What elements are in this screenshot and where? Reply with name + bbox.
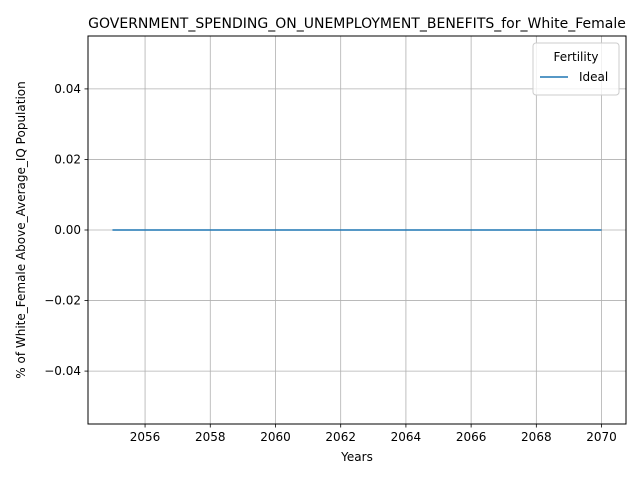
legend-entry-ideal: Ideal bbox=[579, 70, 608, 84]
legend: Fertility Ideal bbox=[532, 42, 620, 96]
x-tick-label: 2056 bbox=[130, 430, 161, 444]
y-axis-label: % of White_Female Above_Average_IQ Popul… bbox=[14, 81, 28, 378]
legend-box bbox=[532, 42, 620, 96]
x-tick-label: 2066 bbox=[456, 430, 487, 444]
x-tick-label: 2058 bbox=[195, 430, 226, 444]
x-axis: 2056 2058 2060 2062 2064 2066 2068 2070 bbox=[130, 424, 617, 444]
y-tick-label: 0.04 bbox=[54, 82, 81, 96]
legend-title: Fertility bbox=[553, 50, 598, 64]
y-tick-label: 0.00 bbox=[54, 223, 81, 237]
x-tick-label: 2064 bbox=[391, 430, 422, 444]
chart-title: GOVERNMENT_SPENDING_ON_UNEMPLOYMENT_BENE… bbox=[88, 16, 626, 32]
x-tick-label: 2062 bbox=[325, 430, 356, 444]
y-tick-label: −0.04 bbox=[44, 364, 81, 378]
y-tick-label: −0.02 bbox=[44, 294, 81, 308]
y-tick-label: 0.02 bbox=[54, 152, 81, 166]
x-tick-label: 2070 bbox=[586, 430, 617, 444]
x-tick-label: 2068 bbox=[521, 430, 552, 444]
y-axis: −0.04 −0.02 0.00 0.02 0.04 bbox=[44, 82, 88, 378]
x-axis-label: Years bbox=[340, 450, 373, 464]
x-tick-label: 2060 bbox=[260, 430, 291, 444]
